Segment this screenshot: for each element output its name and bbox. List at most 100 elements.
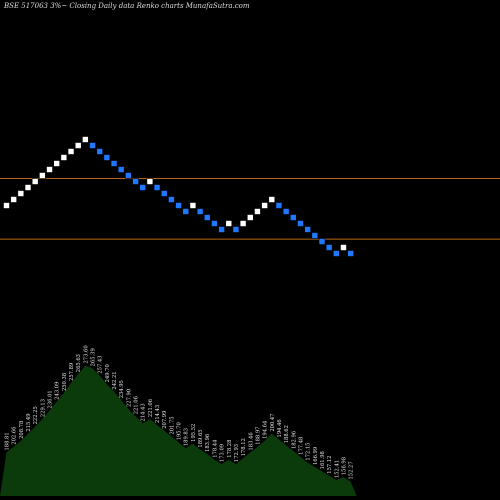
renko-brick-up	[60, 154, 68, 161]
renko-brick-down	[211, 220, 218, 227]
renko-brick-up	[17, 190, 25, 197]
renko-brick-up	[24, 184, 32, 191]
volume-label: 250.38	[62, 373, 68, 391]
renko-brick-down	[196, 208, 204, 215]
volume-label: 188.62	[284, 425, 290, 443]
volume-label: 265.63	[76, 354, 82, 372]
renko-brick-down	[347, 250, 354, 257]
volume-label: 236.01	[48, 390, 54, 408]
renko-brick-down	[168, 196, 175, 203]
renko-brick-up	[39, 172, 46, 179]
renko-brick-down	[311, 232, 319, 239]
volume-label: 182.96	[291, 431, 297, 449]
volume-label: 273.60	[83, 345, 89, 363]
volume-label: 242.21	[112, 371, 118, 389]
volume-label: 172.15	[306, 442, 312, 460]
renko-brick-up	[146, 178, 154, 185]
volume-label: 173.09	[220, 444, 226, 462]
renko-brick-down	[132, 178, 139, 185]
renko-brick-up	[53, 160, 60, 167]
volume-label: 183.96	[205, 434, 211, 452]
chart-title: BSE 517063 3%~ Closing Daily data Renko …	[4, 2, 250, 10]
volume-label: 201.75	[169, 416, 175, 434]
renko-brick-up	[268, 196, 276, 203]
volume-label: 222.25	[33, 406, 39, 424]
volume-label: 215.49	[26, 413, 32, 431]
renko-brick-down	[232, 226, 240, 233]
volume-label: 234.95	[119, 380, 125, 398]
volume-label: 249.70	[105, 364, 111, 382]
volume-label: 178.28	[227, 440, 233, 458]
renko-brick-down	[289, 214, 297, 221]
renko-brick-down	[117, 166, 125, 173]
renko-brick-up	[10, 196, 17, 203]
volume-label: 188.97	[255, 427, 261, 445]
renko-brick-down	[89, 142, 96, 149]
renko-brick-up	[261, 202, 268, 209]
volume-label: 166.99	[313, 447, 319, 465]
volume-label: 152.27	[349, 461, 355, 479]
renko-brick-down	[96, 148, 104, 155]
renko-brick-down	[325, 244, 333, 251]
volume-label: 214.43	[155, 405, 161, 423]
renko-brick-down	[175, 202, 182, 209]
volume-label: 156.98	[341, 457, 347, 475]
volume-label: 257.89	[69, 363, 75, 381]
renko-brick-down	[297, 220, 304, 227]
volume-label: 183.46	[248, 432, 254, 450]
renko-brick-up	[340, 244, 347, 251]
renko-brick-down	[103, 154, 111, 161]
renko-brick-up	[74, 142, 82, 149]
renko-brick-up	[246, 214, 254, 221]
volume-label: 195.52	[191, 424, 197, 442]
volume-label: 243.09	[55, 382, 61, 400]
volume-label: 161.98	[320, 451, 326, 469]
renko-brick-down	[275, 202, 283, 209]
volume-label: 221.06	[134, 396, 140, 414]
renko-brick-down	[110, 160, 118, 167]
renko-brick-down	[318, 238, 326, 245]
volume-area	[0, 365, 357, 496]
volume-label: 227.90	[126, 389, 132, 407]
volume-label: 229.13	[40, 399, 46, 417]
renko-brick-down	[153, 184, 161, 191]
volume-label: 214.43	[141, 403, 147, 421]
volume-label: 178.44	[212, 439, 218, 458]
renko-brick-up	[46, 166, 53, 173]
renko-brick-up	[239, 220, 247, 227]
volume-label: 177.48	[298, 437, 304, 455]
volume-label: 178.12	[241, 438, 247, 456]
volume-label: 189.83	[184, 428, 190, 446]
renko-brick-up	[189, 202, 197, 209]
renko-brick-up	[31, 178, 39, 185]
volume-label: 200.47	[270, 413, 276, 431]
volume-label: 202.66	[12, 427, 18, 445]
volume-label: 208.78	[19, 421, 25, 439]
renko-brick-down	[125, 172, 132, 179]
level-lines	[0, 178, 500, 240]
volume-label: 207.99	[162, 411, 168, 429]
renko-brick-down	[182, 208, 190, 215]
renko-brick-down	[304, 226, 311, 233]
volume-labels: 188.81 202.66 208.78 215.49 222.25 229.13 236.…	[5, 345, 355, 479]
volume-label: 194.46	[277, 419, 283, 437]
volume-label: 265.39	[91, 348, 97, 366]
renko-bricks	[3, 136, 354, 257]
renko-brick-down	[218, 226, 225, 233]
volume-label: 189.65	[198, 429, 204, 447]
renko-brick-up	[254, 208, 261, 215]
renko-brick-up	[225, 220, 233, 227]
renko-brick-down	[333, 250, 340, 257]
volume-label: 188.81	[5, 432, 11, 450]
volume-label: 194.64	[263, 420, 269, 439]
volume-label: 152.41	[334, 460, 340, 478]
renko-brick-up	[3, 202, 10, 209]
renko-brick-up	[82, 136, 89, 143]
volume-label: 195.70	[177, 422, 183, 440]
volume-label: 221.06	[148, 399, 154, 417]
renko-brick-down	[139, 184, 147, 191]
volume-label: 157.12	[327, 456, 333, 474]
renko-brick-down	[203, 214, 211, 221]
